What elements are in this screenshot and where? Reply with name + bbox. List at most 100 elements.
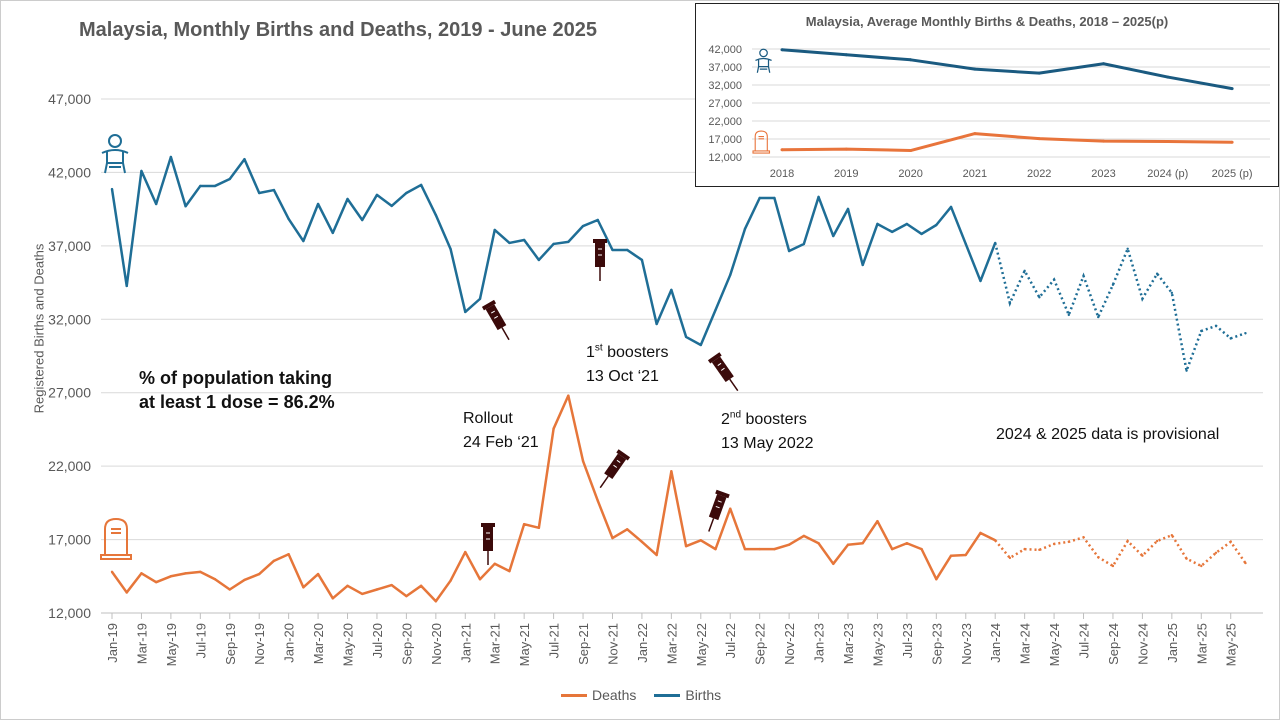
deaths-point: [1170, 533, 1174, 537]
deaths-point: [478, 578, 482, 581]
births-point: [287, 217, 290, 221]
x-tick-label: Jan-22: [635, 623, 650, 663]
deaths-point: [346, 584, 349, 588]
x-tick-label: Sep-22: [753, 623, 768, 665]
x-tick-label: Nov-23: [959, 623, 974, 665]
births-point: [581, 224, 585, 228]
booster1-sup: st: [594, 342, 603, 354]
deaths-point: [567, 394, 570, 397]
baby-icon: [755, 48, 772, 73]
x-tick-label: Jan-20: [282, 623, 297, 663]
syringe-plunger: [707, 352, 722, 364]
tombstone-icon: [100, 517, 132, 560]
coverage-line2: at least 1 dose = 86.2%: [139, 392, 335, 412]
inset-deaths-point: [909, 149, 913, 153]
deaths-point: [331, 597, 334, 600]
inset-chart: Malaysia, Average Monthly Births & Death…: [695, 3, 1279, 187]
inset-births-point: [780, 48, 784, 52]
births-point: [596, 218, 599, 222]
legend-label-births: Births: [685, 687, 722, 703]
deaths-point: [876, 520, 879, 523]
inset-y-tick-label: 37,000: [708, 62, 742, 74]
x-tick-label: Mar-25: [1194, 623, 1209, 664]
inset-x-tick-label: 2018: [770, 168, 794, 180]
deaths-point: [199, 570, 202, 574]
baby-body: [755, 57, 772, 73]
deaths-point: [169, 575, 173, 578]
deaths-point: [1052, 542, 1056, 546]
deaths-point: [802, 534, 806, 538]
booster2-annotation: 2nd boosters 13 May 2022: [721, 408, 814, 456]
syringe-mark: [720, 367, 725, 371]
deaths-point: [1023, 547, 1026, 551]
syringe-icon: [707, 352, 739, 392]
booster2-date: 13 May 2022: [721, 435, 814, 452]
chart-title: Malaysia, Monthly Births and Deaths, 201…: [79, 19, 597, 41]
x-tick-label: Jul-21: [547, 623, 562, 658]
births-point: [670, 288, 673, 292]
births-point: [228, 177, 231, 181]
x-tick-label: May-19: [164, 623, 179, 666]
inset-x-tick-label: 2024 (p): [1147, 168, 1188, 180]
deaths-point: [522, 522, 526, 526]
deaths-point: [375, 588, 379, 591]
inset-deaths-point: [973, 132, 977, 136]
births-point: [1244, 332, 1247, 335]
births-point: [1229, 337, 1232, 340]
legend-item-deaths[interactable]: Deaths: [561, 687, 636, 703]
syringe-mark: [491, 310, 495, 314]
births-point: [434, 213, 438, 217]
syringe-icon: [708, 489, 730, 532]
inset-x-tick-label: 2025 (p): [1212, 168, 1253, 180]
booster2-sup: nd: [729, 409, 742, 421]
births-point: [640, 258, 644, 262]
x-tick-label: May-20: [341, 623, 356, 666]
deaths-point: [596, 499, 599, 502]
provisional-note: 2024 & 2025 data is provisional: [996, 426, 1220, 443]
deaths-point: [655, 553, 658, 557]
deaths-point: [714, 547, 717, 551]
booster2-word: boosters: [741, 411, 807, 428]
births-point: [140, 169, 143, 173]
deaths-point: [419, 584, 423, 588]
deaths-point: [994, 539, 997, 542]
inset-x-tick-label: 2022: [1027, 168, 1051, 180]
deaths-point: [1038, 548, 1041, 552]
inset-x-tick-label: 2019: [834, 168, 858, 180]
births-point: [1141, 297, 1144, 300]
x-tick-label: Jul-24: [1077, 623, 1092, 658]
deaths-point: [729, 507, 732, 510]
x-tick-label: Sep-19: [223, 623, 238, 665]
deaths-point: [626, 528, 629, 531]
inset-births-line: [781, 48, 1233, 91]
syringe-mark: [715, 505, 720, 509]
births-point: [1111, 283, 1115, 286]
deaths-point: [1214, 551, 1218, 554]
inset-title: Malaysia, Average Monthly Births & Death…: [805, 14, 1169, 29]
baby-body: [101, 149, 129, 174]
x-tick-label: May-25: [1224, 623, 1239, 666]
deaths-point: [228, 588, 231, 591]
births-point: [787, 249, 791, 253]
syringe-icon: [593, 239, 607, 281]
births-point: [567, 240, 570, 244]
legend-item-births[interactable]: Births: [654, 687, 721, 703]
deaths-point: [184, 572, 187, 575]
births-point: [346, 197, 349, 201]
births-point: [125, 284, 128, 288]
births-point: [773, 196, 776, 200]
births-point: [626, 248, 629, 252]
deaths-point: [846, 543, 850, 546]
syringe-icon: [599, 449, 631, 489]
births-point: [316, 202, 320, 206]
legend: Deaths Births: [561, 687, 721, 703]
inset-births-point: [1230, 87, 1234, 91]
x-tick-label: May-24: [1047, 623, 1062, 666]
births-point: [508, 241, 511, 245]
deaths-point: [890, 547, 894, 551]
inset-x-tick-label: 2021: [963, 168, 987, 180]
deaths-point: [125, 591, 128, 594]
syringe-needle: [599, 475, 609, 489]
